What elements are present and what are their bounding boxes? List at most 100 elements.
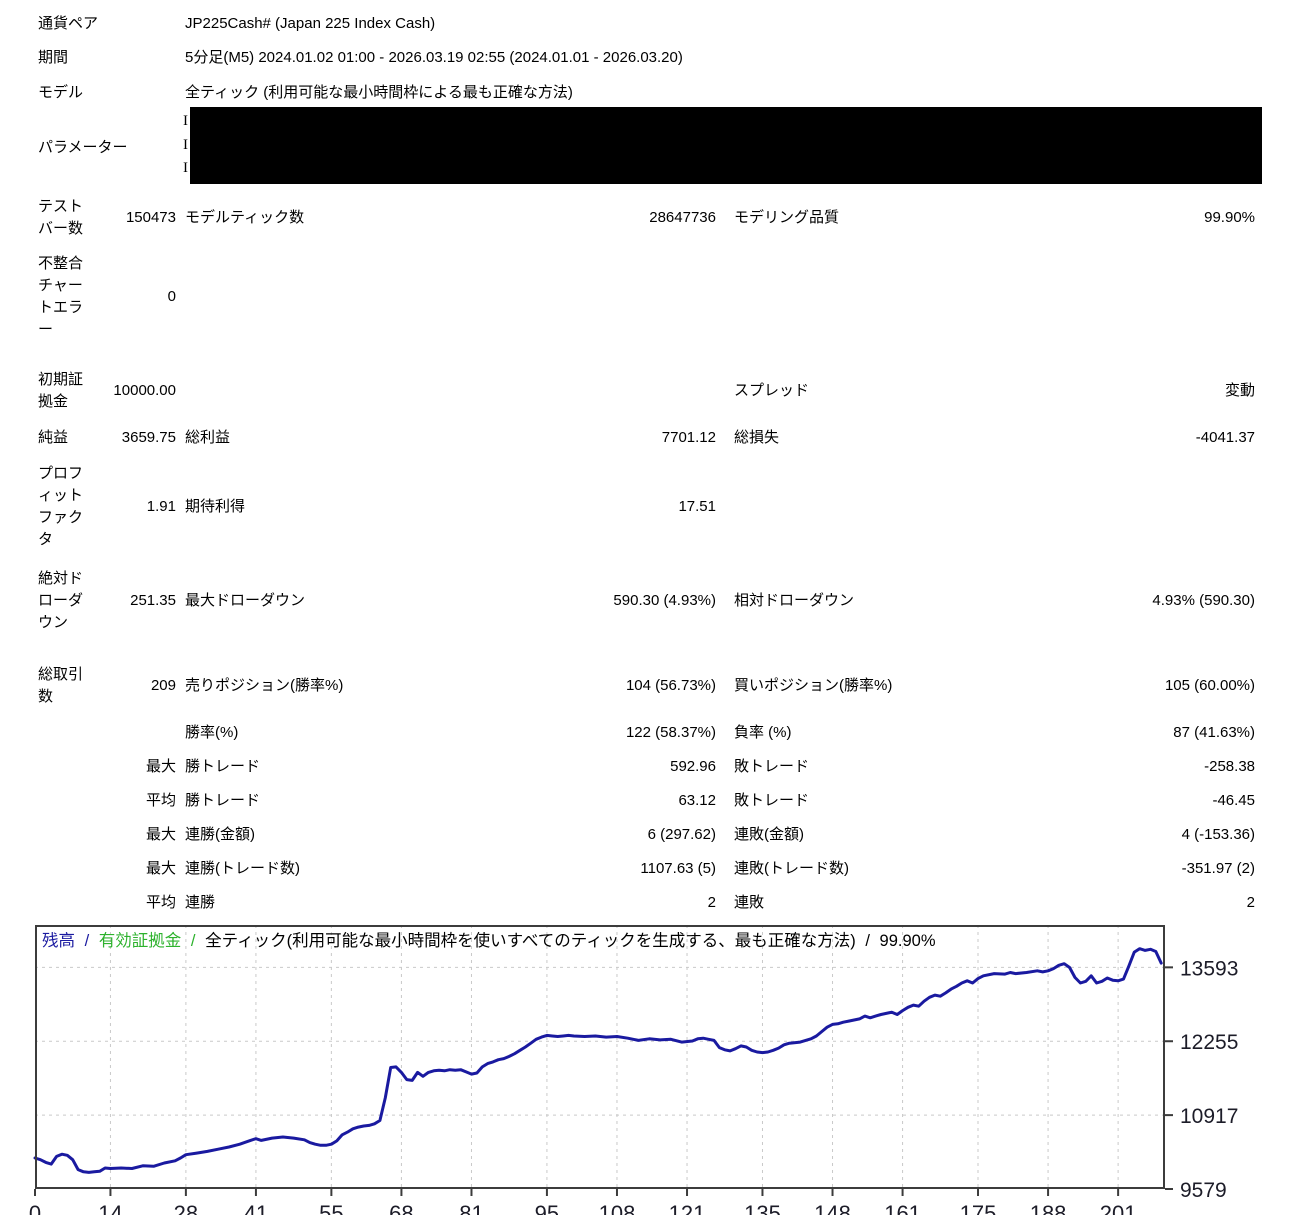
stat-value: -258.38 xyxy=(1204,758,1255,775)
stat-value: 4 (-153.36) xyxy=(1181,826,1255,843)
stat-value: 251.35 xyxy=(130,592,176,609)
stat-label: 相対ドローダウン xyxy=(734,592,855,609)
stat-value: -46.45 xyxy=(1212,792,1255,809)
x-tick-label: 188 xyxy=(1030,1201,1067,1215)
stat-value: 105 (60.00%) xyxy=(1164,677,1255,694)
stat-label: 連敗(トレード数) xyxy=(734,860,849,877)
y-tick-label: 12255 xyxy=(1180,1031,1238,1054)
stat-value: 28647736 xyxy=(649,209,716,226)
stat-label: 連勝(金額) xyxy=(185,826,255,843)
parameters-label: パラメーター xyxy=(38,138,128,156)
x-tick-label: 14 xyxy=(98,1201,122,1215)
stat-value: 最大 xyxy=(145,758,176,775)
legend-balance-label: 残高 xyxy=(42,932,75,950)
stat-value: 変動 xyxy=(1224,382,1255,399)
stat-label: 不整合チャートエラー xyxy=(38,255,84,338)
parameter-fragment: I xyxy=(183,160,188,176)
stat-label: 総利益 xyxy=(185,429,231,446)
stat-value: 122 (58.37%) xyxy=(625,724,716,741)
stat-value: 3659.75 xyxy=(121,429,176,446)
stat-value: 最大 xyxy=(145,860,176,877)
stat-value: 4.93% (590.30) xyxy=(1152,592,1255,609)
parameters-visible-fragments: I I I xyxy=(183,110,193,181)
stat-value: 0 xyxy=(167,288,176,305)
stat-label: 絶対ドローダウン xyxy=(38,570,84,631)
y-tick-label: 10917 xyxy=(1180,1105,1238,1128)
stats-row-net-profit: 純益 3659.75 総利益 7701.12 総損失 -4041.37 xyxy=(0,424,1295,452)
stat-value: 6 (297.62) xyxy=(647,826,716,843)
stat-label: テストバー数 xyxy=(38,198,84,237)
x-tick-label: 161 xyxy=(884,1201,921,1215)
stat-label: 勝トレード xyxy=(185,758,261,775)
legend-quality-label: 99.90% xyxy=(879,932,936,950)
stat-label: 連敗 xyxy=(734,894,765,911)
stat-value: 63.12 xyxy=(678,792,716,809)
symbol-label: 通貨ペア xyxy=(38,15,99,32)
stat-label: プロフィットファクタ xyxy=(38,465,84,548)
header-row-period: 期間 5分足(M5) 2024.01.02 01:00 - 2026.03.19… xyxy=(0,48,1295,68)
stat-value: 1107.63 (5) xyxy=(640,860,716,877)
stat-value: 104 (56.73%) xyxy=(625,677,716,694)
stats-row-initial-deposit: 初期証拠金 10000.00 スプレッド 変動 xyxy=(0,366,1295,416)
stat-label: 期待利得 xyxy=(185,498,246,515)
stat-label: 勝トレード xyxy=(185,792,261,809)
x-tick-label: 0 xyxy=(29,1201,41,1215)
stat-value: 平均 xyxy=(145,894,176,911)
stats-row-largest-trade: 最大 勝トレード 592.96 敗トレード -258.38 xyxy=(0,753,1295,781)
stats-row-consecutive-count: 最大 連勝(トレード数) 1107.63 (5) 連敗(トレード数) -351.… xyxy=(0,855,1295,883)
stat-value: 最大 xyxy=(145,826,176,843)
legend-equity-label: 有効証拠金 xyxy=(98,932,182,950)
stat-label: 連勝(トレード数) xyxy=(185,860,300,877)
stat-label: 総損失 xyxy=(734,429,780,446)
stat-value: 87 (41.63%) xyxy=(1173,724,1255,741)
chart-legend: 残高 / 有効証拠金 / 全ティック(利用可能な最小時間枠を使いすべてのティック… xyxy=(42,930,1152,952)
stat-value: -4041.37 xyxy=(1195,429,1255,446)
header-row-model: モデル 全ティック (利用可能な最小時間枠による最も正確な方法) xyxy=(0,83,1295,103)
stats-row-average-trade: 平均 勝トレード 63.12 敗トレード -46.45 xyxy=(0,787,1295,815)
stat-value: 592.96 xyxy=(670,758,716,775)
stats-row-profit-factor: プロフィットファクタ 1.91 期待利得 17.51 xyxy=(0,456,1295,558)
stat-value: 209 xyxy=(150,677,176,694)
legend-separator: / xyxy=(190,932,196,950)
stat-value: -351.97 (2) xyxy=(1181,860,1255,877)
stat-label: 買いポジション(勝率%) xyxy=(734,677,893,694)
stat-label: 負率 (%) xyxy=(734,724,792,741)
stats-row-total-trades: 総取引数 209 売りポジション(勝率%) 104 (56.73%) 買いポジシ… xyxy=(0,661,1295,711)
legend-model-label: 全ティック(利用可能な最小時間枠を使いすべてのティックを生成する、最も正確な方法… xyxy=(205,932,856,950)
stat-label: スプレッド xyxy=(734,382,810,399)
stat-label: 敗トレード xyxy=(734,758,810,775)
stat-value: 7701.12 xyxy=(661,429,716,446)
x-tick-label: 68 xyxy=(389,1201,413,1215)
x-tick-label: 28 xyxy=(174,1201,198,1215)
model-label: モデル xyxy=(38,84,84,101)
x-tick-label: 148 xyxy=(814,1201,851,1215)
legend-separator: / xyxy=(865,932,870,950)
model-value: 全ティック (利用可能な最小時間枠による最も正確な方法) xyxy=(185,84,573,101)
y-tick-label: 13593 xyxy=(1180,957,1238,980)
stats-row-win-rate: 勝率(%) 122 (58.37%) 負率 (%) 87 (41.63%) xyxy=(0,719,1295,747)
parameters-redaction-box xyxy=(190,107,1262,184)
stat-label: 純益 xyxy=(38,429,69,446)
stat-value: 150473 xyxy=(125,209,176,226)
stat-label: 連勝 xyxy=(185,894,216,911)
parameter-fragment: I xyxy=(183,113,188,129)
x-tick-label: 108 xyxy=(599,1201,636,1215)
stats-row-mismatched-errors: 不整合チャートエラー 0 xyxy=(0,248,1295,346)
parameter-fragment: I xyxy=(183,136,188,153)
x-tick-label: 55 xyxy=(319,1201,343,1215)
plot-border xyxy=(35,925,1165,1189)
stat-value: 10000.00 xyxy=(113,382,176,399)
period-label: 期間 xyxy=(38,49,69,66)
stat-label: 敗トレード xyxy=(734,792,810,809)
stat-value: 1.91 xyxy=(146,498,176,515)
stat-label: 勝率(%) xyxy=(185,724,239,741)
stat-value: 99.90% xyxy=(1204,209,1255,226)
x-tick-label: 121 xyxy=(669,1201,706,1215)
legend-separator: / xyxy=(84,932,90,950)
stat-label: 売りポジション(勝率%) xyxy=(185,677,344,694)
period-value: 5分足(M5) 2024.01.02 01:00 - 2026.03.19 02… xyxy=(185,49,683,66)
stat-value: 590.30 (4.93%) xyxy=(613,592,716,609)
stat-value: 平均 xyxy=(145,792,176,809)
stats-row-bars: テストバー数 150473 モデルティック数 28647736 モデリング品質 … xyxy=(0,193,1295,243)
